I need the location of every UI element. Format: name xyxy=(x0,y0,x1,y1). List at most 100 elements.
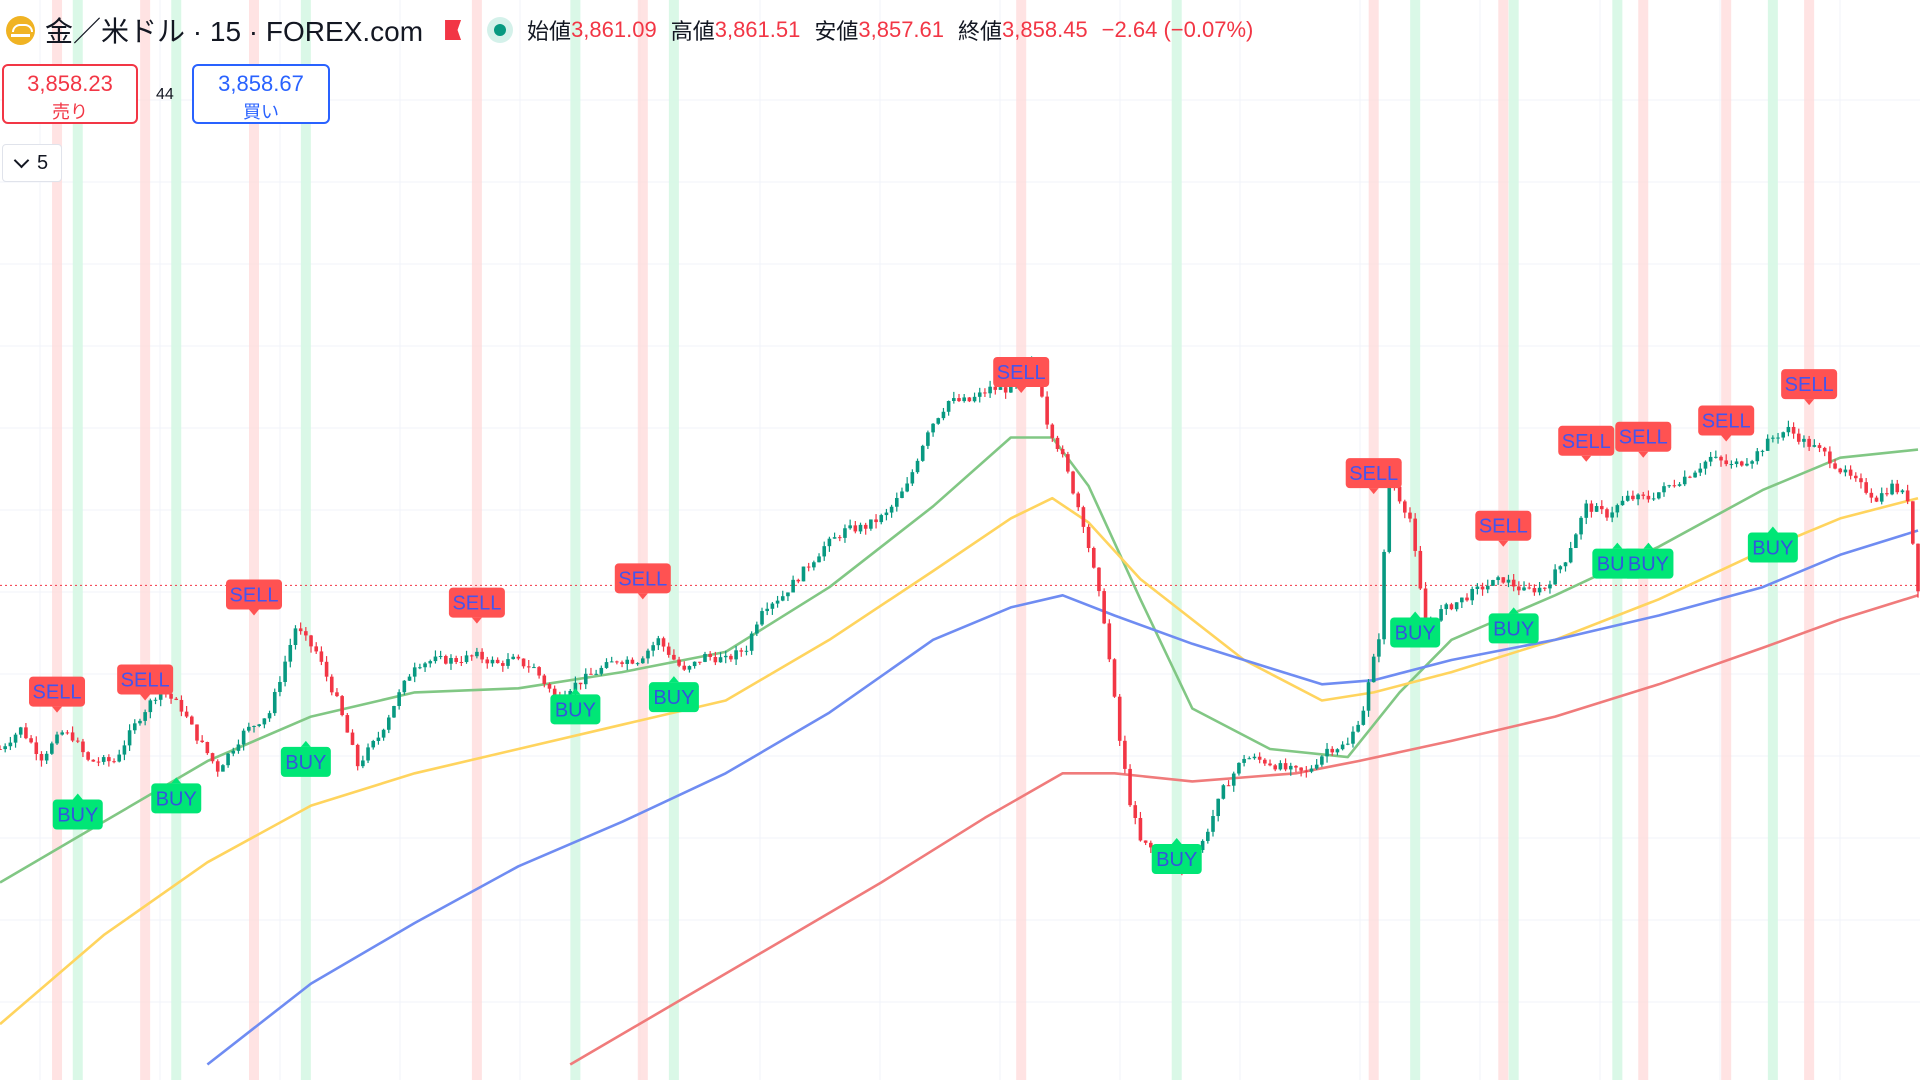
candle xyxy=(1460,597,1464,609)
sell-tag-label: SELL xyxy=(230,585,279,607)
candle-body xyxy=(532,667,536,669)
candle xyxy=(547,682,552,693)
candle xyxy=(1869,488,1874,503)
candle-body xyxy=(905,483,909,492)
candle-body xyxy=(526,666,531,668)
candle xyxy=(210,752,215,764)
candle-body xyxy=(1771,437,1775,439)
candle xyxy=(1796,428,1801,445)
candle-body xyxy=(983,392,987,394)
candle-body xyxy=(1879,493,1884,502)
sell-signal: SELL xyxy=(448,587,505,624)
candle xyxy=(1371,653,1376,683)
candle-body xyxy=(687,666,692,670)
candle xyxy=(0,745,2,750)
candle xyxy=(1117,694,1122,747)
candle-body xyxy=(822,546,827,557)
candle xyxy=(1631,490,1635,501)
candle-body xyxy=(91,759,96,762)
candle-body xyxy=(853,525,858,532)
candle-body xyxy=(1304,770,1309,772)
candle xyxy=(765,602,769,616)
buy-signal: BUY xyxy=(1390,611,1441,648)
candle-body xyxy=(1382,551,1386,640)
candle-body xyxy=(682,665,687,670)
candle xyxy=(589,667,593,675)
candle-body xyxy=(1299,767,1303,771)
candle-body xyxy=(293,628,298,645)
candle xyxy=(459,656,464,667)
candle xyxy=(646,648,650,664)
indicators-toggle[interactable]: 5 xyxy=(2,144,62,182)
candle xyxy=(1703,460,1708,475)
market-status-icon[interactable] xyxy=(487,17,514,43)
candle-body xyxy=(625,659,630,664)
candle xyxy=(894,492,899,512)
candle xyxy=(309,634,313,653)
buy-tag-label: BUY xyxy=(1628,554,1669,576)
candle xyxy=(521,658,526,669)
candle-body xyxy=(874,519,878,523)
candle xyxy=(920,444,925,462)
candle-body xyxy=(1548,584,1552,589)
candle xyxy=(1465,593,1469,602)
candle-body xyxy=(1102,591,1106,624)
candle xyxy=(1859,473,1863,489)
candle xyxy=(1076,491,1081,512)
candle xyxy=(1833,459,1837,470)
candle-body xyxy=(1838,468,1843,473)
candle-body xyxy=(397,692,401,707)
candle xyxy=(1776,432,1780,444)
candle xyxy=(1911,501,1915,545)
candle-body xyxy=(723,655,728,658)
candle-body xyxy=(1076,493,1081,508)
candle-body xyxy=(739,650,744,652)
candle-body xyxy=(832,537,837,539)
candle xyxy=(1304,766,1309,778)
candle xyxy=(967,397,972,403)
candle-body xyxy=(703,653,707,662)
candle xyxy=(44,751,49,765)
sell-button[interactable]: 3,858.23 売り xyxy=(2,64,138,124)
candle-body xyxy=(1511,579,1516,587)
candle-body xyxy=(1745,463,1749,466)
candle-body xyxy=(599,667,604,674)
candle xyxy=(179,695,184,717)
buy-tag-pointer xyxy=(570,688,581,695)
buy-button[interactable]: 3,858.67 買い xyxy=(192,64,330,124)
candle-body xyxy=(247,726,251,731)
candle xyxy=(412,662,417,683)
candle-body xyxy=(495,659,500,664)
sell-signal: SELL xyxy=(226,579,283,616)
sell-tag xyxy=(614,563,671,594)
candle-body xyxy=(1377,639,1381,657)
candle-body xyxy=(1506,579,1511,583)
candle xyxy=(1843,465,1848,477)
candle-body xyxy=(770,603,775,609)
candle xyxy=(1599,500,1604,515)
candle-body xyxy=(1257,756,1262,760)
candle-body xyxy=(1340,744,1345,750)
candle-body xyxy=(117,754,122,762)
candle-body xyxy=(651,645,655,651)
candle xyxy=(1211,809,1215,837)
low-label: 安値 xyxy=(814,19,859,44)
candle xyxy=(1672,479,1677,488)
candle xyxy=(526,660,531,673)
candle xyxy=(252,725,256,733)
candle-body xyxy=(1755,451,1760,462)
candle-body xyxy=(1641,494,1646,496)
candle xyxy=(184,705,189,719)
flag-icon[interactable] xyxy=(445,20,462,40)
candle-body xyxy=(547,683,552,689)
candle-body xyxy=(86,752,90,760)
candle-body xyxy=(1133,805,1138,818)
candle-body xyxy=(475,651,479,657)
candle-body xyxy=(1221,785,1226,799)
candle xyxy=(713,651,718,666)
symbol-title[interactable]: 金／米ドル · 15 · FOREX.com xyxy=(45,16,424,47)
candle-body xyxy=(791,579,795,593)
candle xyxy=(1677,482,1682,487)
